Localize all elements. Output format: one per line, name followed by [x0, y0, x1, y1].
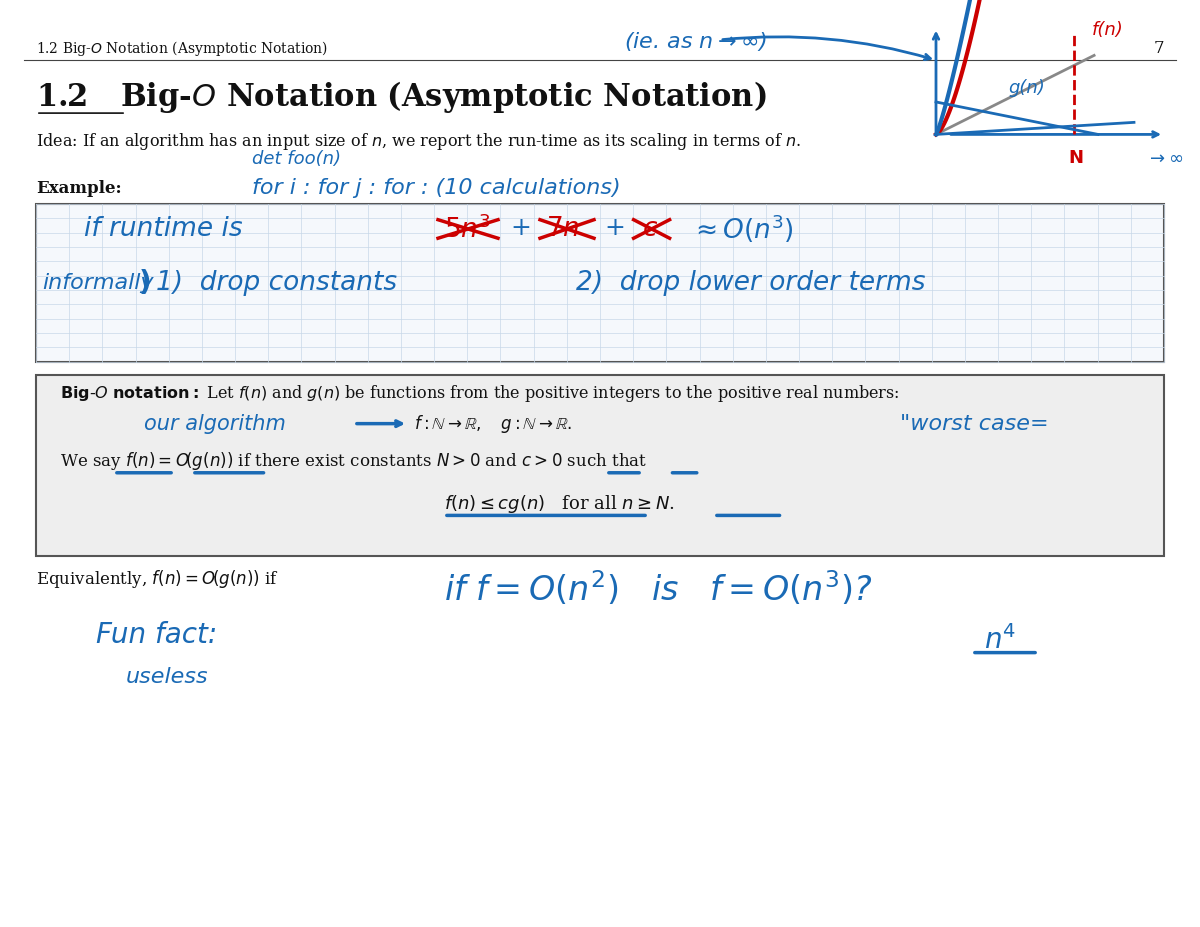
Text: f(n): f(n) — [1092, 20, 1123, 39]
Text: Equivalently, $f(n) = O\!\left(g(n)\right)$ if: Equivalently, $f(n) = O\!\left(g(n)\righ… — [36, 568, 278, 590]
Text: 1.2 Big-$\mathit{O}$ Notation (Asymptotic Notation): 1.2 Big-$\mathit{O}$ Notation (Asymptoti… — [36, 39, 328, 57]
Text: Fun fact:: Fun fact: — [96, 621, 217, 649]
Text: $f(n) \leq cg(n)$   for all $n \geq N$.: $f(n) \leq cg(n)$ for all $n \geq N$. — [444, 493, 674, 515]
Text: our algorithm: our algorithm — [144, 413, 286, 434]
Text: We say $f(n) = O\!\left(g(n)\right)$ if there exist constants $N > 0$ and $c > 0: We say $f(n) = O\!\left(g(n)\right)$ if … — [60, 450, 647, 472]
Text: $f : \mathbb{N} \rightarrow \mathbb{R},$   $g : \mathbb{N} \rightarrow \mathbb{R: $f : \mathbb{N} \rightarrow \mathbb{R},$… — [414, 413, 572, 435]
Text: $7n$: $7n$ — [546, 217, 580, 241]
Text: $+$: $+$ — [510, 218, 530, 240]
Text: det foo(n): det foo(n) — [252, 150, 341, 169]
Text: g(n): g(n) — [1008, 79, 1045, 97]
Text: $\mathbf{Big\text{-}\mathit{O}}$ $\mathbf{notation:}$ Let $f(n)$ and $g(n)$ be f: $\mathbf{Big\text{-}\mathit{O}}$ $\mathb… — [60, 384, 900, 404]
Text: Example:: Example: — [36, 180, 121, 197]
Text: 2)  drop lower order terms: 2) drop lower order terms — [576, 270, 925, 296]
Text: 1)  drop constants: 1) drop constants — [156, 270, 397, 296]
Text: $c$: $c$ — [642, 217, 658, 241]
Text: Idea: If an algorithm has an input size of $n$, we report the run-time as its sc: Idea: If an algorithm has an input size … — [36, 132, 802, 152]
Text: $n^4$: $n^4$ — [984, 625, 1016, 654]
Text: N: N — [1068, 148, 1084, 167]
Text: $\rightarrow\infty$: $\rightarrow\infty$ — [1146, 148, 1183, 167]
Text: $\bf{)}$: $\bf{)}$ — [138, 268, 150, 298]
Text: "worst case=: "worst case= — [900, 413, 1049, 434]
FancyBboxPatch shape — [36, 375, 1164, 556]
Text: if $f=O(n^2)$   is   $f=O(n^3)$?: if $f=O(n^2)$ is $f=O(n^3)$? — [444, 569, 872, 608]
Text: if runtime is: if runtime is — [84, 216, 242, 242]
Text: 1.2   Big-$\mathit{O}$ Notation (Asymptotic Notation): 1.2 Big-$\mathit{O}$ Notation (Asymptoti… — [36, 80, 767, 115]
Text: for i : for j : for : (10 calculations): for i : for j : for : (10 calculations) — [252, 178, 620, 198]
FancyBboxPatch shape — [36, 204, 1164, 362]
Text: informally: informally — [42, 273, 154, 293]
Text: useless: useless — [126, 667, 209, 687]
Text: (ie. as $n \rightarrow \infty$): (ie. as $n \rightarrow \infty$) — [624, 31, 767, 53]
Text: $+$: $+$ — [604, 218, 624, 240]
Text: $\approx O(n^3)$: $\approx O(n^3)$ — [690, 212, 794, 246]
Text: $5n^3$: $5n^3$ — [444, 215, 491, 243]
Text: 7: 7 — [1153, 40, 1164, 57]
